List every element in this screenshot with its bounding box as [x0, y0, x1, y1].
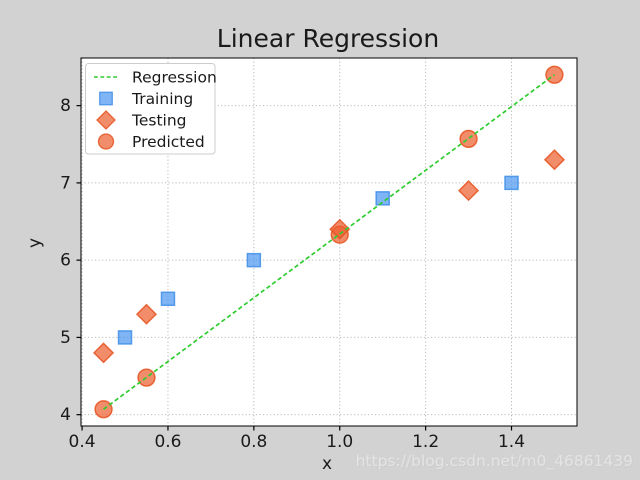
marker-circle-predicted — [545, 65, 564, 84]
legend-sample-square — [99, 91, 113, 106]
legend-label-predicted: Predicted — [132, 133, 205, 151]
x-tick-label: 1.4 — [498, 432, 525, 452]
grid-layer — [81, 58, 577, 426]
marker-square-training — [375, 191, 390, 206]
marker-square-training — [504, 175, 519, 191]
legend-sample-circle — [97, 133, 115, 150]
marker-diamond-testing — [458, 180, 480, 202]
x-tick-label: 0.6 — [154, 432, 181, 452]
y-axis-label: y — [25, 238, 45, 248]
x-axis-label: x — [322, 454, 332, 474]
y-tick-label: 4 — [60, 405, 71, 425]
marker-diamond-testing — [135, 303, 158, 325]
marker-square-training — [160, 291, 176, 307]
regression-line — [103, 74, 555, 410]
marker-diamond-testing — [543, 149, 566, 171]
legend: Regression Training Testing Predicted — [85, 63, 217, 155]
marker-square-training — [246, 252, 262, 268]
legend-box — [85, 63, 216, 155]
y-tick-label: 8 — [60, 96, 71, 116]
x-tick-label: 1.0 — [326, 432, 353, 452]
watermark: https://blog.csdn.net/m0_46861439 — [356, 452, 633, 471]
watermark-shadow: https://blog.csdn.net/m0_46861439 — [357, 453, 634, 472]
marker-circle-predicted — [137, 368, 156, 387]
marker-diamond-testing — [92, 342, 115, 364]
y-tick-label: 7 — [60, 173, 71, 193]
legend-sample-diamond — [96, 110, 116, 130]
x-tick-label: 1.2 — [412, 432, 439, 452]
axes-border — [80, 57, 578, 427]
x-tick-label: 0.8 — [240, 432, 267, 452]
marker-square-training — [117, 330, 133, 345]
series-layer — [92, 65, 566, 419]
y-tick-label: 6 — [60, 251, 71, 271]
legend-label-testing: Testing — [131, 112, 187, 130]
chart-title: Linear Regression — [217, 24, 439, 53]
y-tick-label: 5 — [60, 328, 71, 348]
marker-diamond-testing — [329, 218, 351, 240]
marker-circle-predicted — [459, 129, 478, 149]
tick-layer: 0.4 0.6 0.8 1.0 1.2 1.4 4 5 6 7 8 — [60, 96, 525, 452]
legend-label-regression: Regression — [132, 69, 217, 87]
legend-label-training: Training — [131, 90, 193, 108]
x-tick-label: 0.4 — [69, 432, 96, 452]
